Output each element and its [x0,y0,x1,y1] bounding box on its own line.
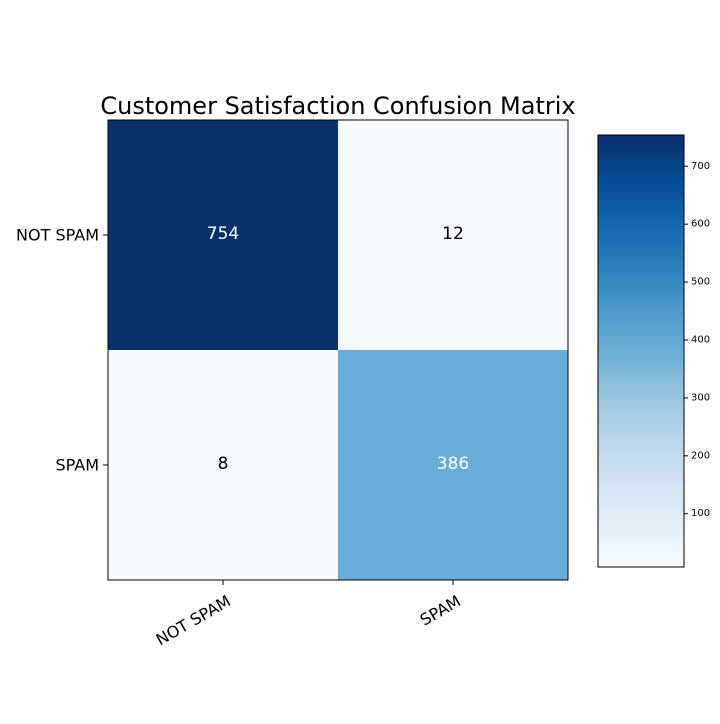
colorbar [597,134,685,568]
colorbar-tick-label: 400 [691,334,710,345]
chart-title: Customer Satisfaction Confusion Matrix [100,92,575,120]
x-tick-label: NOT SPAM [153,591,234,649]
colorbar-ticks: 100 200 300 400 500 600 700 [684,161,710,519]
colorbar-tick-label: 600 [691,219,710,230]
cell-value-label: 386 [437,454,469,474]
cell-value-label: 8 [218,454,229,474]
colorbar-tick-label: 300 [691,392,710,403]
x-tick-label: SPAM [417,591,464,629]
colorbar-tick-label: 200 [691,450,710,461]
colorbar-tick-label: 100 [691,508,710,519]
colorbar-tick-label: 500 [691,277,710,288]
y-tick-label: NOT SPAM [16,226,99,245]
matrix-cells [108,120,568,580]
cell-value-labels: 754 12 8 386 [207,224,469,474]
matrix-cell [108,350,338,580]
cell-value-label: 12 [442,224,464,244]
matrix-cell [108,120,338,350]
colorbar-tick-label: 700 [691,161,710,172]
matrix-cell [338,120,568,350]
y-tick-label: SPAM [55,456,99,475]
plot-frame [107,119,569,581]
x-axis-ticks: NOT SPAM SPAM [153,580,464,649]
y-axis-ticks: NOT SPAM SPAM [16,226,108,475]
matrix-cell [338,350,568,580]
cell-value-label: 754 [207,224,239,244]
